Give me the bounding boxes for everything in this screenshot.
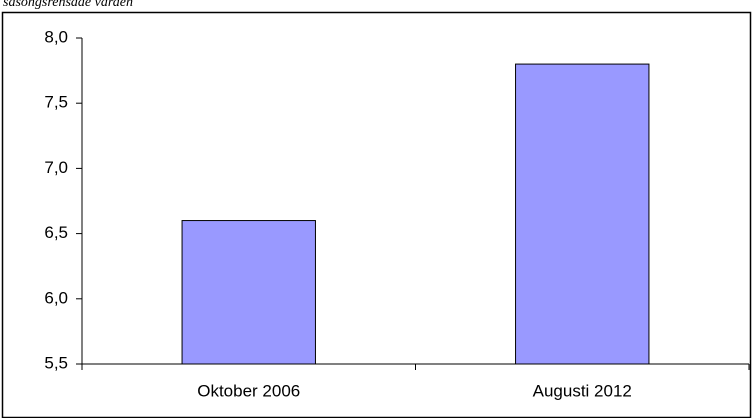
bar: [515, 63, 650, 365]
y-tick-label: 8,0: [44, 27, 68, 46]
y-tick-label: 7,5: [44, 93, 68, 112]
y-tick-label: 6,5: [44, 223, 68, 242]
bar: [181, 220, 316, 365]
y-tick-label: 7,0: [44, 158, 68, 177]
y-tick-label: 5,5: [44, 353, 68, 372]
x-tick-label: Augusti 2012: [533, 381, 632, 400]
y-tick-label: 6,0: [44, 288, 68, 307]
x-tick-label: Oktober 2006: [197, 381, 300, 400]
chart-subtitle: säsongsrensade värden: [3, 0, 133, 10]
